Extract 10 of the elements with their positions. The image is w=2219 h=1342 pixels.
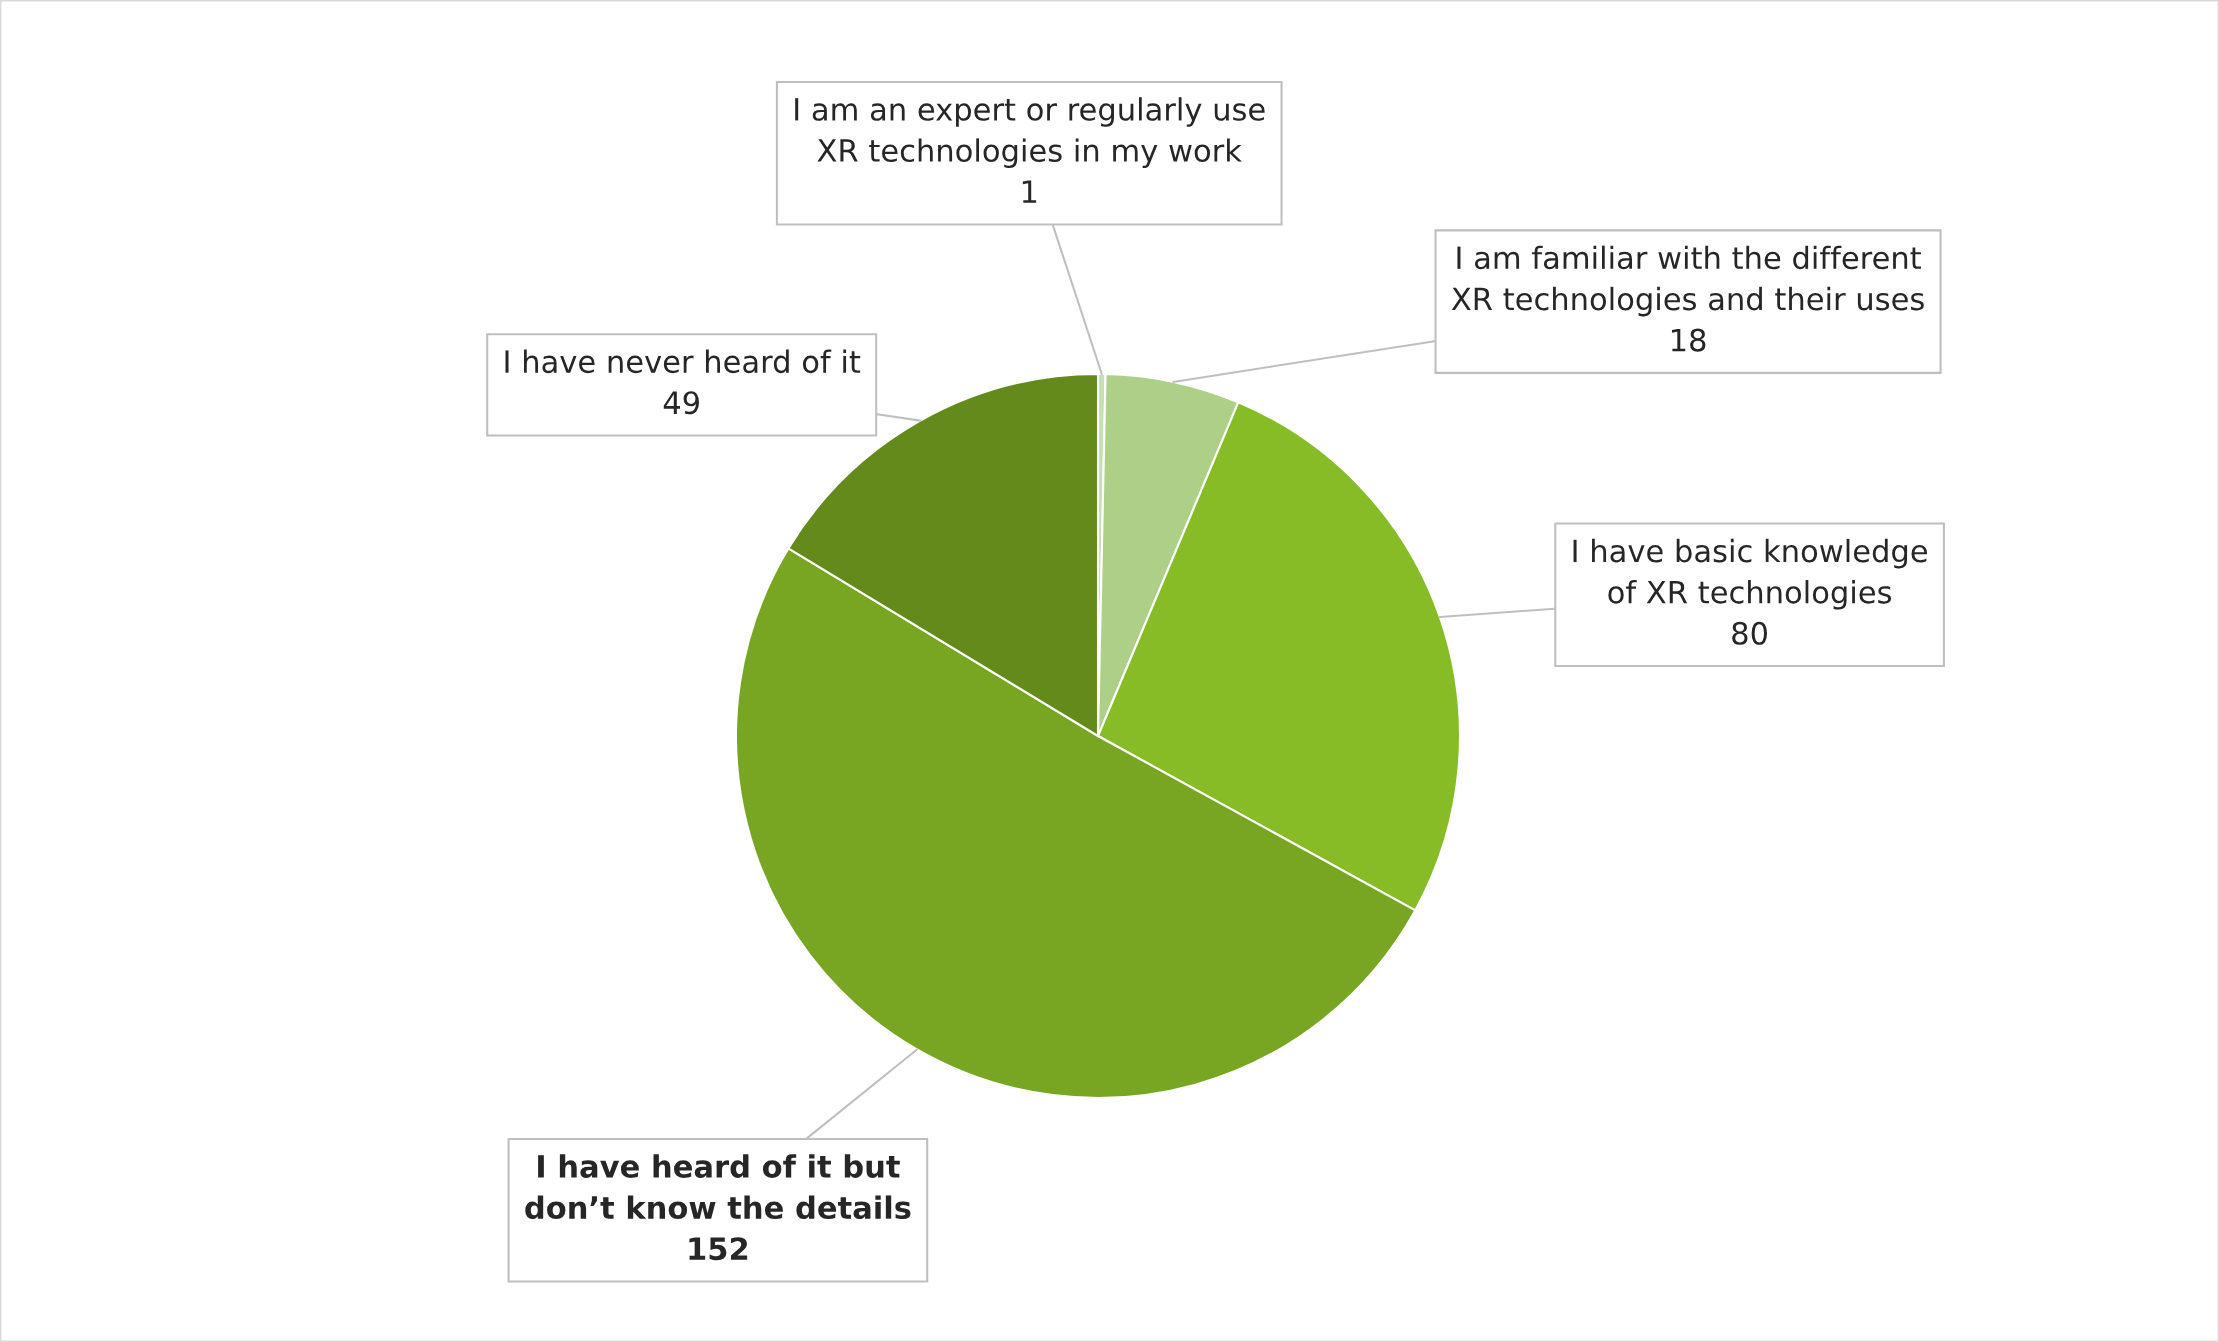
data-label: 49 [663, 391, 699, 415]
slice-label: I have heard of it but don’t know the details [525, 1154, 911, 1220]
slice-label: I am an expert or regularly use XR technologies in my work [795, 97, 1265, 168]
data-label: 1 [1022, 180, 1037, 203]
data-label: 152 [689, 1237, 748, 1261]
data-label: 80 [1732, 621, 1768, 645]
slice-label: I have never heard of it [505, 349, 861, 374]
slice-label: I am familiar with the different XR technologies and their uses [1451, 245, 1924, 317]
slice-label: I have basic knowledge of XR technologies [1573, 538, 1928, 610]
data-label: 18 [1671, 328, 1706, 352]
